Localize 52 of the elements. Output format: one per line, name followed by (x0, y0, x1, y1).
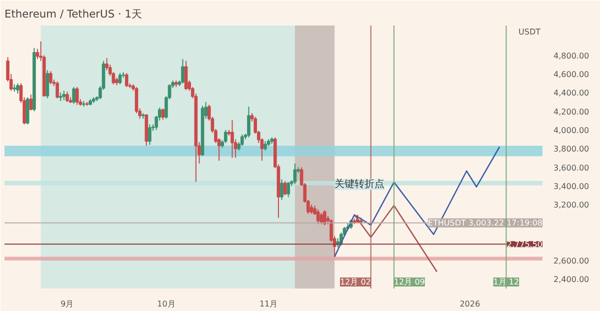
annotation: 关键转折点 (334, 178, 384, 190)
candlestick (247, 106, 250, 138)
x-tick-label: 11月 (259, 300, 278, 308)
candlestick (283, 180, 287, 196)
y-tick-label: 3,600.00 (554, 163, 590, 172)
chart-title: Ethereum / TetherUS · 1天 (4, 8, 143, 20)
y-tick-label: 2,400.00 (554, 275, 590, 284)
y-axis-title: USDT (518, 28, 541, 36)
ref-line-label: 12月 09 (394, 278, 425, 286)
candlestick (75, 86, 79, 106)
candlestick (161, 108, 165, 120)
ref-line-label: 2,775.50 (506, 240, 542, 250)
y-tick-label: 3,800.00 (554, 144, 590, 154)
candlestick (72, 86, 76, 104)
ref-line-label: 1月 12 (493, 278, 520, 286)
y-tick-label: 4,600.00 (554, 70, 590, 79)
candlestick (118, 72, 122, 85)
x-tick-label: 10月 (157, 300, 176, 308)
y-tick-label: 2,600.00 (554, 256, 590, 266)
candlestick (184, 60, 188, 90)
candlestick (280, 178, 284, 200)
y-tick-label: 4,800.00 (554, 51, 590, 60)
candlestick (46, 70, 50, 99)
candlestick (49, 70, 52, 85)
candlestick (293, 163, 297, 185)
candlestick (320, 212, 324, 225)
x-tick-label: 2026 (460, 300, 480, 308)
candlestick (181, 58, 184, 84)
candlestick (148, 124, 152, 146)
ref-line-label: ETHUSDT 3,003.22 17:19:08 (428, 218, 542, 228)
candlestick (66, 91, 69, 102)
candlestick (240, 134, 244, 146)
candlestick (16, 82, 20, 94)
candlestick (29, 94, 33, 111)
y-tick-label: 3,200.00 (554, 200, 590, 210)
y-tick-label: 4,400.00 (554, 88, 590, 98)
y-tick-label: 4,000.00 (554, 126, 590, 135)
candlestick (323, 210, 326, 226)
candlestick (56, 80, 59, 99)
x-tick-label: 9月 (60, 300, 74, 308)
candlestick (286, 182, 290, 198)
candlestick (224, 129, 228, 144)
candlestick (26, 96, 30, 125)
candlestick (264, 140, 267, 151)
candlestick (316, 208, 320, 225)
candlestick (62, 90, 66, 101)
candlestick (230, 120, 234, 158)
candlestick (124, 72, 128, 88)
y-tick-label: 3,400.00 (554, 182, 590, 191)
ref-line-label: 12月 02 (340, 278, 371, 286)
y-tick-label: 4,200.00 (554, 107, 590, 116)
candlestick (310, 204, 314, 214)
